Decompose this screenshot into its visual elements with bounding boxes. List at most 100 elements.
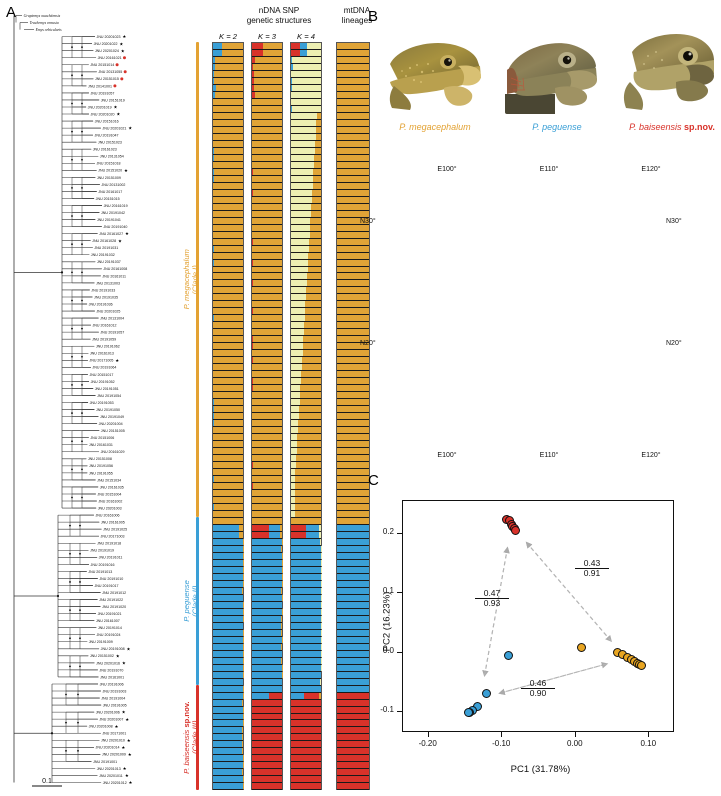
species-name: P. baiseensis [629, 122, 685, 132]
svg-text:JNU 20201016: JNU 20201016 [96, 661, 120, 665]
structure-bar [291, 203, 321, 211]
structure-segment [337, 483, 369, 489]
structure-bar [337, 238, 369, 246]
structure-segment [301, 364, 321, 371]
structure-bar [291, 650, 321, 658]
structure-bar [213, 329, 243, 337]
structure-segment [291, 769, 321, 776]
structure-segment [291, 559, 321, 566]
fst-denominator: 0.93 [483, 598, 501, 609]
structure-bar [252, 608, 282, 616]
svg-text:JNU 20201006: JNU 20201006 [96, 711, 120, 715]
structure-segment [304, 322, 321, 329]
svg-text:★: ★ [121, 745, 125, 750]
structure-bar [337, 154, 369, 162]
structure-segment [213, 769, 243, 776]
structure-segment [313, 168, 321, 175]
structure-segment [291, 524, 306, 531]
structure-segment [252, 741, 282, 748]
structure-bar [291, 217, 321, 225]
pca-arrows [482, 541, 612, 696]
structure-bar [252, 720, 282, 728]
svg-text:JNU 20151009: JNU 20151009 [97, 176, 121, 180]
structure-segment [337, 636, 369, 643]
structure-bar [213, 427, 243, 435]
svg-text:JNU 20191057: JNU 20191057 [100, 331, 124, 335]
structure-bar [213, 517, 243, 525]
structure-segment [337, 678, 369, 685]
structure-bar [291, 77, 321, 85]
structure-segment [213, 755, 243, 762]
structure-segment [213, 406, 214, 413]
structure-segment [213, 238, 243, 245]
species-name: P. megacephalum [399, 122, 471, 132]
structure-bar [337, 713, 369, 721]
structure-segment [213, 469, 243, 476]
structure-bar [291, 692, 321, 700]
structure-segment [252, 189, 253, 196]
structure-bar [252, 49, 282, 57]
structure-segment [337, 587, 369, 594]
structure-segment [291, 357, 303, 364]
structure-segment [213, 43, 222, 49]
structure-segment [242, 734, 243, 741]
structure-bar [291, 573, 321, 581]
svg-text:JNU 20191005: JNU 20191005 [103, 703, 127, 707]
svg-text:★: ★ [114, 105, 118, 110]
structure-segment [213, 783, 243, 790]
structure-bar [291, 84, 321, 92]
pca-scatter-plot[interactable]: 0.47 0.93 0.43 0.91 0.46 0.90 [402, 500, 674, 732]
structure-segment [252, 657, 282, 664]
structure-bar [252, 406, 282, 414]
svg-text:JNU 20161006: JNU 20161006 [95, 514, 119, 518]
structure-bar [337, 413, 369, 421]
structure-segment [213, 77, 215, 84]
structure-bar [213, 126, 243, 134]
structure-bar [213, 692, 243, 700]
structure-bar [291, 462, 321, 470]
structure-bar [252, 783, 282, 791]
panel-c-letter: C [368, 472, 379, 489]
panel-a-phylogeny: A Graptemys ouachitensis Trachemys venust… [0, 0, 372, 796]
structure-bar [252, 364, 282, 372]
structure-bar [291, 587, 321, 595]
structure-segment [252, 378, 282, 385]
structure-segment [306, 49, 321, 56]
pca-point [463, 708, 473, 718]
structure-segment [252, 280, 282, 287]
svg-text:JNU 20191042: JNU 20191042 [101, 211, 125, 215]
mtdna-column-header: mtDNA lineages [341, 6, 373, 26]
structure-segment [213, 385, 243, 392]
structure-segment [213, 245, 214, 252]
svg-text:JNU 20191050: JNU 20191050 [96, 408, 120, 412]
structure-segment [252, 636, 282, 643]
structure-segment [213, 357, 243, 364]
structure-segment [213, 175, 214, 182]
structure-bar [213, 43, 243, 50]
structure-segment [291, 699, 321, 706]
structure-bar [291, 678, 321, 686]
structure-segment [291, 776, 321, 783]
structure-segment [252, 105, 282, 112]
structure-segment [305, 308, 321, 315]
pca-xtick [574, 732, 576, 737]
structure-bar [213, 413, 243, 421]
svg-text:JNU 20191057: JNU 20191057 [90, 91, 114, 95]
structure-bar [337, 301, 369, 309]
structure-segment [300, 378, 321, 385]
structure-bar [213, 266, 243, 274]
svg-text:JNU 20151023: JNU 20151023 [98, 141, 122, 145]
structure-segment [252, 510, 282, 517]
svg-text:JNU 20201013: JNU 20201013 [97, 767, 121, 771]
structure-segment [291, 636, 321, 643]
structure-bar [252, 266, 282, 274]
svg-text:★: ★ [125, 231, 129, 236]
structure-segment [291, 392, 300, 399]
structure-bar [291, 671, 321, 679]
structure-bar [252, 713, 282, 721]
structure-bar [337, 692, 369, 700]
structure-segment [337, 364, 369, 371]
ndna-column-header: nDNA SNP genetic structures [246, 6, 312, 26]
structure-segment [315, 126, 321, 133]
structure-segment [291, 301, 306, 308]
